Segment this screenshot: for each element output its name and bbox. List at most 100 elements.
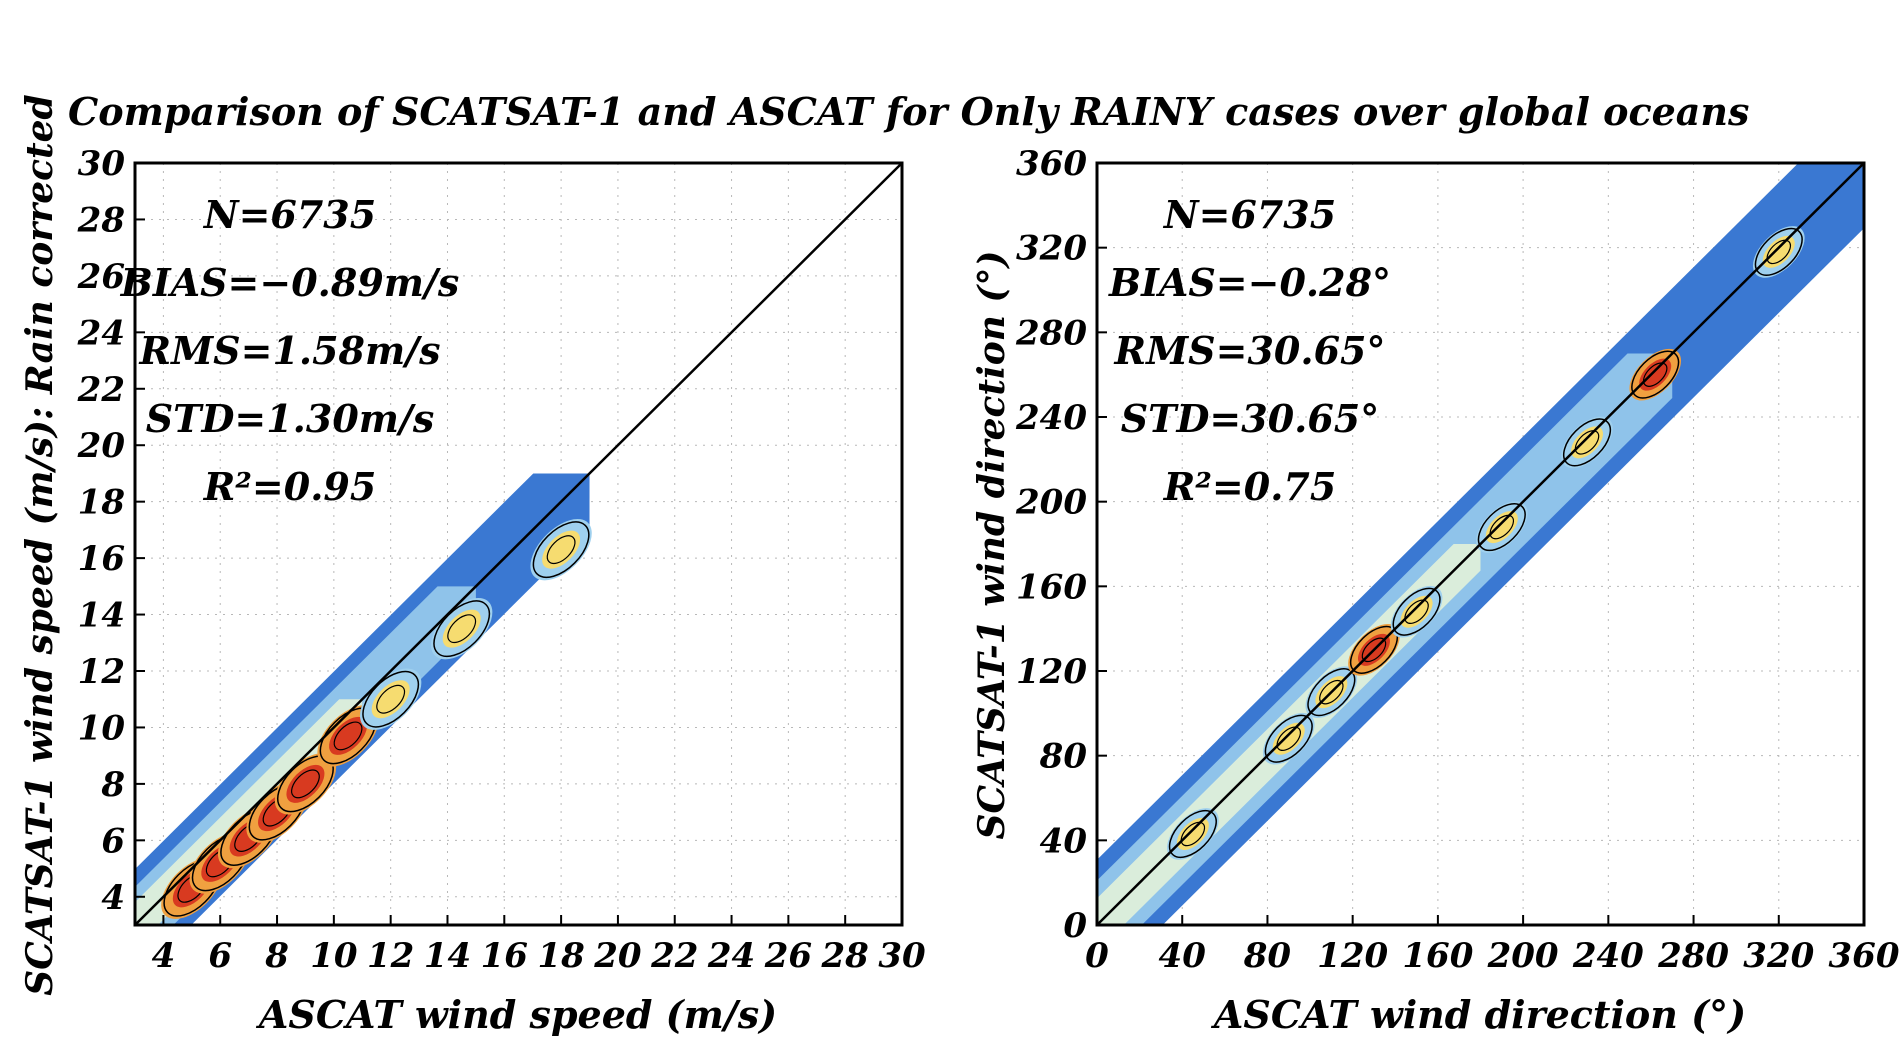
stat-label: N=6735: [203, 192, 376, 237]
y-tick-label: 280: [1015, 313, 1087, 353]
y-tick-label: 4: [101, 878, 125, 918]
left-y-axis-label: SCATSAT-1 wind speed (m/s): Rain correct…: [19, 94, 61, 995]
stat-label: RMS=1.58m/s: [139, 328, 441, 373]
density-core: [1272, 722, 1305, 755]
x-tick-label: 360: [1829, 936, 1900, 976]
density-contour: [1477, 503, 1526, 552]
density-core: [286, 764, 325, 803]
density-core: [1639, 358, 1672, 391]
x-tick-label: 160: [1402, 936, 1473, 976]
density-contour: [1574, 430, 1600, 455]
stat-label: R²=0.95: [203, 464, 377, 509]
density-core: [542, 530, 581, 569]
y-tick-label: 6: [101, 821, 125, 861]
wind-direction-x-axis-label: ASCAT wind direction (°): [1211, 992, 1746, 1037]
density-core: [1485, 511, 1518, 544]
density-core: [371, 680, 410, 719]
density-contour: [1392, 587, 1441, 636]
wind-speed-density: [135, 473, 592, 925]
density-contour: [1631, 350, 1680, 399]
wind-direction-panel: 0 40 80 120 160 200 240 280 320 360 0 40 80 120 160 200…: [971, 144, 1900, 1037]
figure-title: Comparison of SCATSAT-1 and ASCAT for On…: [68, 89, 1749, 134]
x-tick-label: 80: [1243, 936, 1292, 976]
x-tick-label: 6: [208, 936, 232, 976]
density-contour: [1766, 239, 1792, 265]
wind-direction-y-axis-label: SCATSAT-1 wind direction (°): [971, 251, 1013, 840]
x-tick-label: 280: [1657, 936, 1729, 976]
y-tick-label: 10: [78, 708, 126, 748]
x-tick-label: 26: [764, 936, 812, 976]
density-contour: [333, 721, 363, 751]
wind-speed-one-to-one-line: [134, 162, 903, 926]
y-tick-label: 40: [1040, 821, 1088, 861]
x-tick-label: 22: [650, 936, 698, 976]
wind-direction-one-to-one-line: [1096, 162, 1865, 926]
density-contour: [1642, 362, 1668, 387]
wind-direction-stats: N=6735 BIAS=−0.28° RMS=30.65° STD=30.65° R²=…: [1108, 192, 1391, 509]
x-tick-label: 30: [878, 936, 926, 976]
y-tick-label: 14: [78, 596, 125, 636]
x-tick-label: 16: [481, 936, 528, 976]
y-tick-label: 24: [77, 313, 125, 353]
stat-label: STD=30.65°: [1121, 396, 1380, 441]
y-tick-label: 26: [77, 257, 125, 297]
y-tick-label: 120: [1016, 652, 1087, 692]
stat-label: BIAS=−0.89m/s: [120, 260, 460, 305]
x-tick-label: 240: [1572, 936, 1644, 976]
density-contour: [447, 614, 477, 644]
x-tick-label: 20: [593, 936, 642, 976]
stat-label: BIAS=−0.28°: [1108, 260, 1391, 305]
density-core: [1571, 426, 1604, 459]
y-tick-label: 200: [1015, 483, 1087, 523]
density-core: [1176, 817, 1209, 850]
density-core: [329, 716, 368, 755]
x-tick-label: 24: [707, 936, 755, 976]
x-tick-label: 12: [367, 936, 414, 976]
stat-label: R²=0.75: [1163, 464, 1337, 509]
x-tick-label: 10: [310, 936, 358, 976]
wind-speed-ticks: 4 6 8 10 12 14 16 18 20 22 24 26 28 30468101214161820…: [77, 144, 926, 976]
y-tick-label: 240: [1015, 398, 1087, 438]
x-tick-label: 4: [152, 936, 176, 976]
stat-label: RMS=30.65°: [1114, 328, 1386, 373]
y-tick-label: 160: [1016, 567, 1087, 607]
density-contour: [1404, 599, 1429, 624]
wind-speed-frame: [133, 161, 904, 927]
y-tick-label: 80: [1039, 737, 1088, 777]
density-contour: [376, 684, 406, 714]
density-contour: [291, 769, 320, 799]
density-core: [1400, 595, 1433, 628]
wind-speed-x-axis-label: ASCAT wind speed (m/s): [256, 992, 777, 1037]
density-contour: [1168, 809, 1217, 859]
density-contour: [1264, 714, 1313, 763]
wind-speed-stats: N=6735 BIAS=−0.89m/s RMS=1.58m/s STD=1.30m/…: [120, 192, 460, 509]
y-tick-label: 30: [78, 144, 126, 184]
x-tick-label: 28: [821, 936, 869, 976]
y-tick-label: 12: [78, 652, 125, 692]
stat-label: STD=1.30m/s: [146, 396, 435, 441]
y-tick-label: 320: [1016, 229, 1087, 269]
wind-direction-frame: [1095, 161, 1866, 927]
y-tick-label: 8: [100, 765, 125, 805]
x-tick-label: 40: [1159, 936, 1207, 976]
y-tick-label: 28: [77, 200, 125, 240]
y-tick-label: 16: [78, 539, 125, 579]
density-contour: [1489, 514, 1515, 540]
wind-speed-panel: 4 6 8 10 12 14 16 18 20 22 24 26 28 30468101214161820…: [77, 144, 926, 1037]
y-tick-label: 22: [77, 370, 125, 410]
x-tick-label: 14: [424, 936, 471, 976]
x-tick-label: 320: [1743, 936, 1814, 976]
x-tick-label: 0: [1085, 936, 1109, 976]
wind-direction-ticks: 0 40 80 120 160 200 240 280 320 360 0 40 80 120 160 200…: [1015, 144, 1900, 976]
stat-label: N=6735: [1163, 192, 1336, 237]
density-contour: [1180, 821, 1206, 847]
density-core: [1762, 235, 1795, 268]
density-core: [442, 609, 481, 648]
density-contour: [1562, 418, 1612, 467]
y-tick-label: 360: [1016, 144, 1087, 184]
y-tick-label: 20: [77, 426, 126, 466]
density-contour: [546, 535, 576, 565]
x-tick-label: 18: [537, 936, 584, 976]
y-tick-label: 0: [1063, 906, 1087, 946]
